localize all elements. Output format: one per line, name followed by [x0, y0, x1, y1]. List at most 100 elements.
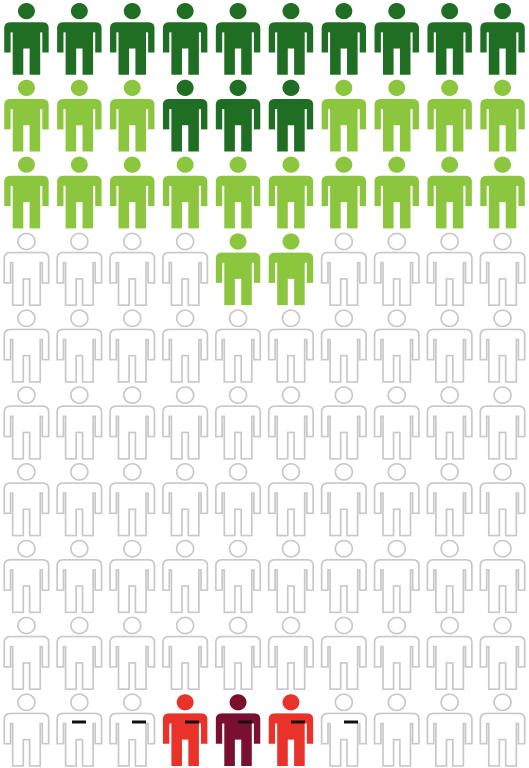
icon-head [281, 539, 301, 558]
icon-body [56, 251, 103, 306]
person-icon [162, 309, 209, 383]
icon-body [321, 175, 367, 229]
person-icon [214, 539, 262, 614]
person-icon [267, 463, 315, 537]
person-icon [427, 3, 472, 75]
icon-head [70, 693, 89, 712]
icon-body [479, 712, 526, 767]
person-icon [426, 616, 473, 690]
icon-body [320, 712, 367, 767]
icon-body [373, 328, 420, 383]
icon-body [320, 328, 367, 383]
icon-body [373, 482, 420, 537]
icon-head [122, 463, 142, 481]
icon-body [110, 22, 155, 75]
icon-body [480, 175, 525, 229]
icon-body [162, 635, 209, 690]
icon-head [334, 539, 354, 558]
icon-body [3, 328, 50, 383]
icon-head [493, 539, 512, 558]
icon-body [56, 405, 103, 460]
person-icon [373, 232, 420, 306]
icon-head [387, 693, 407, 712]
person-icon [110, 156, 155, 229]
icon-body [320, 559, 367, 614]
icon-body [479, 482, 526, 537]
icon-head [17, 539, 36, 558]
icon-head [122, 539, 142, 558]
icon-body [56, 635, 103, 690]
icon-head [123, 3, 141, 20]
icon-head [122, 616, 142, 635]
icon-head [70, 79, 88, 96]
icon-body [56, 482, 103, 537]
person-icon [109, 386, 156, 460]
icon-body [162, 328, 209, 383]
person-icon [3, 232, 50, 306]
person-icon [479, 232, 526, 306]
icon-body [373, 559, 420, 614]
icon-head [70, 386, 89, 404]
icon-head [440, 386, 459, 404]
icon-body [162, 405, 209, 460]
person-icon [268, 694, 314, 766]
person-icon [162, 232, 209, 306]
icon-head [493, 232, 512, 251]
person-icon [374, 79, 419, 152]
person-icon [320, 309, 367, 383]
icon-head [387, 309, 407, 328]
person-icon [215, 79, 261, 152]
icon-body [320, 405, 367, 460]
icon-body [3, 482, 50, 537]
icon-body [480, 99, 525, 152]
person-icon [57, 156, 102, 229]
person-icon [479, 463, 526, 537]
icon-head [388, 79, 406, 96]
icon-head [334, 386, 354, 404]
icon-body [110, 99, 155, 152]
icon-body [320, 635, 367, 690]
person-icon [56, 386, 103, 460]
icon-body [479, 328, 526, 383]
icon-head [123, 156, 141, 173]
icon-head [441, 156, 459, 173]
person-icon [215, 3, 261, 75]
icon-head [334, 309, 354, 328]
person-icon [426, 232, 473, 306]
icon-body [426, 712, 473, 767]
person-icon [321, 156, 367, 229]
icon-head [228, 616, 248, 635]
person-icon [110, 79, 155, 152]
person-icon [215, 694, 261, 766]
person-icon [426, 386, 473, 460]
icon-head [175, 386, 195, 404]
icon-body [267, 405, 315, 460]
person-icon [3, 693, 50, 767]
person-icon [162, 694, 208, 766]
icon-body [109, 559, 156, 614]
person-icon [162, 79, 208, 152]
person-icon [374, 156, 419, 229]
icon-head [494, 3, 512, 20]
icon-head [70, 309, 89, 328]
icon-body [268, 175, 314, 229]
person-icon [426, 539, 473, 614]
person-icon [56, 539, 103, 614]
icon-body [214, 405, 262, 460]
person-icon [162, 616, 209, 690]
icon-head [282, 233, 300, 250]
icon-body [109, 482, 156, 537]
person-icon [267, 616, 315, 690]
icon-head [387, 232, 407, 251]
icon-body [215, 99, 261, 152]
person-icon [480, 156, 525, 229]
person-icon [479, 693, 526, 767]
icon-body [162, 713, 208, 766]
person-icon [427, 79, 472, 152]
person-icon [214, 463, 262, 537]
icon-body [162, 559, 209, 614]
icon-body [321, 99, 367, 152]
icon-body [162, 251, 209, 306]
icon-head [440, 693, 459, 712]
icon-head [493, 693, 512, 712]
